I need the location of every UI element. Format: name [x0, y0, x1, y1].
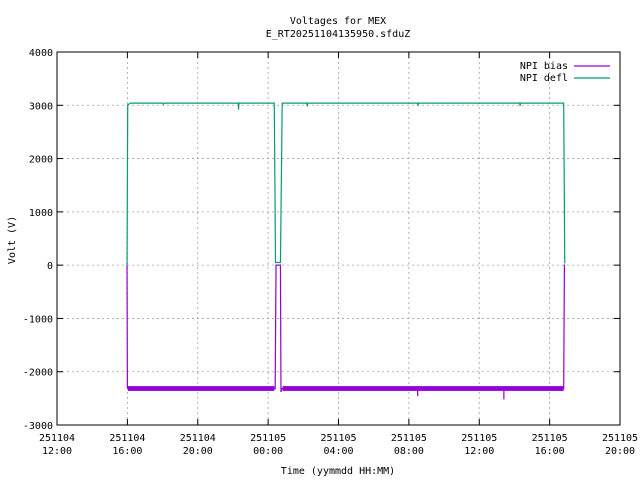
y-tick-label: -3000: [23, 421, 53, 432]
x-tick-label: 08:00: [394, 446, 424, 457]
x-tick-label: 16:00: [535, 446, 565, 457]
y-axis-label: Volt (V): [7, 216, 18, 264]
x-tick-label: 20:00: [183, 446, 213, 457]
chart-title: Voltages for MEX: [290, 16, 386, 27]
y-tick-label: -1000: [23, 314, 53, 325]
legend-label-npi-defl: NPI defl: [520, 73, 568, 84]
x-tick-label: 12:00: [42, 446, 72, 457]
x-tick-label: 251104: [39, 433, 75, 444]
x-tick-label: 20:00: [605, 446, 635, 457]
y-tick-label: 3000: [29, 101, 53, 112]
x-tick-label: 12:00: [464, 446, 494, 457]
y-tick-label: 0: [47, 261, 53, 272]
x-tick-label: 251104: [180, 433, 216, 444]
grid-layer: [57, 52, 620, 425]
x-tick-label: 251105: [391, 433, 427, 444]
series-line-npi-bias: [126, 264, 566, 400]
y-tick-label: 4000: [29, 48, 53, 59]
x-tick-label: 16:00: [112, 446, 142, 457]
x-tick-label: 251105: [461, 433, 497, 444]
legend-label-npi-bias: NPI bias: [520, 61, 568, 72]
x-tick-label: 251105: [602, 433, 638, 444]
y-tick-label: -2000: [23, 368, 53, 379]
x-tick-label: 251105: [250, 433, 286, 444]
y-tick-label: 1000: [29, 208, 53, 219]
x-tick-label: 251104: [109, 433, 145, 444]
y-tick-label: 2000: [29, 155, 53, 166]
x-axis-label: Time (yymmdd HH:MM): [281, 466, 395, 477]
chart-subtitle: E_RT20251104135950.sfduZ: [266, 29, 411, 40]
x-tick-label: 251105: [532, 433, 568, 444]
series-line-npi-defl: [126, 102, 566, 266]
ticks-layer: -3000 -2000 -1000 0 1000 2000 3000 4000 251104 12…: [23, 48, 638, 457]
x-tick-label: 04:00: [323, 446, 353, 457]
series-layer: [126, 102, 566, 400]
x-tick-label: 251105: [320, 433, 356, 444]
x-tick-label: 00:00: [253, 446, 283, 457]
